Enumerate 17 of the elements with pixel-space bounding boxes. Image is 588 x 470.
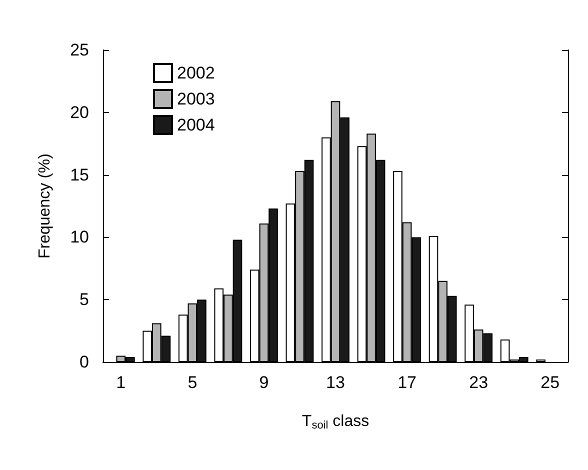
- y-tick-label: 10: [70, 228, 89, 247]
- x-tick-label: 23: [469, 373, 488, 392]
- x-tick-label: 13: [326, 373, 345, 392]
- x-tick-label: 9: [259, 373, 269, 392]
- y-tick-label: 20: [70, 102, 89, 122]
- y-tick-label: 25: [70, 40, 89, 60]
- y-tick-label: 5: [80, 290, 89, 310]
- legend-label: 2003: [177, 90, 215, 108]
- x-tick-label: 25: [540, 373, 560, 392]
- y-axis-title: Frequency (%): [36, 154, 54, 258]
- x-tick-label: 1: [116, 373, 126, 392]
- x-tick-label: 5: [188, 373, 198, 392]
- legend-label: 2004: [177, 116, 215, 134]
- x-tick-label: 17: [398, 373, 416, 392]
- legend-label: 2002: [177, 64, 215, 82]
- y-tick-label: 0: [80, 352, 89, 372]
- y-tick-label: 15: [70, 165, 89, 184]
